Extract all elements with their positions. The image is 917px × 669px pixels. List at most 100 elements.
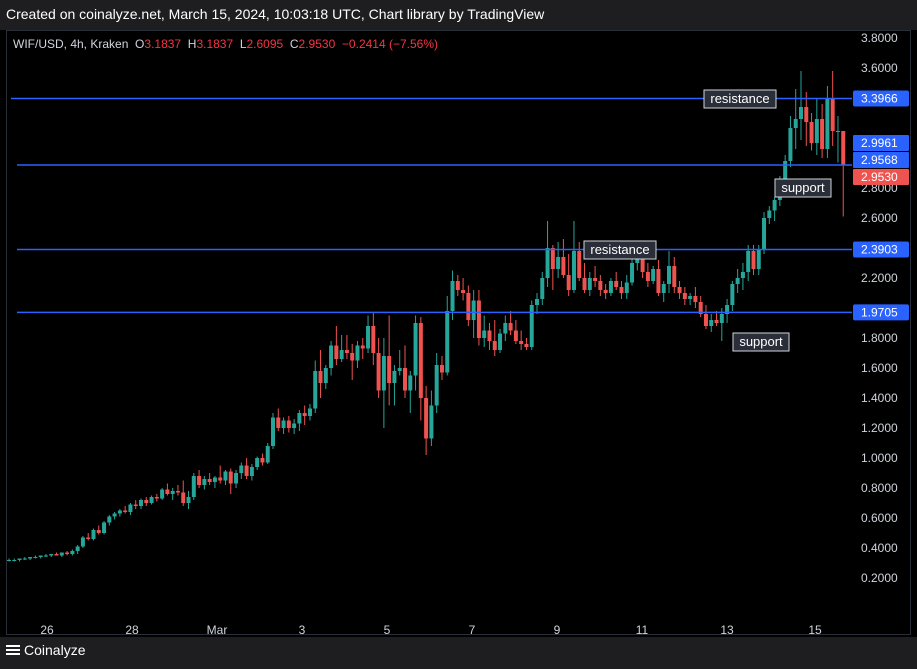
candle-body bbox=[651, 269, 656, 281]
candle-body bbox=[809, 122, 814, 143]
candle-body bbox=[154, 497, 159, 499]
candle-body bbox=[17, 558, 22, 560]
price-label-text: 2.9568 bbox=[861, 153, 898, 167]
candle-body bbox=[170, 491, 175, 494]
candle-body bbox=[677, 287, 682, 293]
candle-body bbox=[313, 371, 318, 409]
candle-body bbox=[450, 281, 455, 311]
candle-body bbox=[91, 530, 96, 539]
candle-body bbox=[566, 275, 571, 290]
candle-body bbox=[302, 413, 307, 416]
annotation-label: support bbox=[781, 180, 825, 195]
candle-body bbox=[640, 254, 645, 272]
candle-body bbox=[175, 491, 180, 493]
candle-body bbox=[667, 266, 671, 284]
candle-body bbox=[630, 263, 635, 283]
candle-body bbox=[830, 98, 835, 131]
legend-low-value: 2.6095 bbox=[246, 37, 284, 51]
candle-body bbox=[709, 320, 714, 326]
annotation-box bbox=[732, 332, 790, 352]
candle-body bbox=[355, 345, 360, 361]
x-tick-label: 5 bbox=[384, 623, 391, 634]
candle-body bbox=[756, 249, 761, 269]
price-label-text: 3.3966 bbox=[861, 92, 898, 106]
candle-body bbox=[693, 296, 698, 302]
candle-body bbox=[59, 552, 64, 556]
candle-body bbox=[545, 248, 550, 278]
candle-body bbox=[249, 467, 254, 476]
price-label-box bbox=[853, 304, 909, 321]
candle-body bbox=[292, 423, 297, 428]
candle-body bbox=[128, 504, 133, 512]
candle-body bbox=[403, 368, 407, 391]
candle-body bbox=[165, 489, 170, 494]
candles-layer bbox=[7, 71, 846, 562]
candle-body bbox=[439, 365, 444, 373]
candle-body bbox=[70, 551, 75, 554]
price-axis: 3.80003.60002.80002.60002.40002.20001.80… bbox=[861, 31, 898, 585]
candle-body bbox=[661, 284, 666, 293]
x-tick-label: 11 bbox=[636, 623, 649, 634]
candle-body bbox=[318, 371, 323, 383]
candle-body bbox=[529, 305, 534, 347]
candle-body bbox=[381, 356, 386, 391]
candle-body bbox=[682, 293, 687, 299]
candle-body bbox=[535, 299, 539, 305]
y-tick-label: 3.6000 bbox=[861, 61, 898, 75]
candle-body bbox=[714, 320, 719, 323]
candle-body bbox=[260, 458, 265, 463]
candle-body bbox=[49, 554, 54, 556]
legend-low-label: L bbox=[239, 37, 247, 51]
candle-body bbox=[688, 296, 693, 299]
candle-body bbox=[598, 281, 603, 290]
candle-body bbox=[202, 479, 207, 485]
candle-body bbox=[519, 341, 524, 344]
legend-open-label: O bbox=[135, 37, 145, 51]
candle-body bbox=[112, 513, 117, 517]
candle-body bbox=[186, 497, 191, 503]
legend-close-value: 2.9530 bbox=[298, 37, 336, 51]
candle-body bbox=[197, 476, 202, 485]
legend-open-value: 3.1837 bbox=[144, 37, 182, 51]
candle-body bbox=[65, 552, 70, 554]
candle-body bbox=[614, 281, 619, 287]
price-label-text: 1.9705 bbox=[861, 305, 898, 319]
candle-body bbox=[804, 107, 809, 122]
chart-attribution: Created on coinalyze.net, March 15, 2024… bbox=[0, 0, 917, 30]
x-tick-label: 3 bbox=[299, 623, 306, 634]
candle-body bbox=[413, 323, 418, 376]
candle-body bbox=[767, 210, 772, 218]
candle-body bbox=[772, 200, 777, 211]
candle-body bbox=[350, 353, 355, 361]
candle-body bbox=[339, 350, 344, 359]
x-tick-label: 26 bbox=[40, 623, 54, 634]
legend-symbol: WIF/USD, 4h, Kraken bbox=[13, 37, 129, 51]
candle-body bbox=[207, 479, 212, 482]
candle-body bbox=[265, 446, 270, 463]
candle-body bbox=[582, 278, 587, 290]
candle-body bbox=[698, 302, 703, 314]
candle-body bbox=[387, 356, 392, 383]
candle-body bbox=[577, 251, 582, 278]
candle-body bbox=[344, 350, 349, 353]
x-tick-label: 15 bbox=[808, 623, 822, 634]
candle-body bbox=[841, 131, 846, 166]
candle-body bbox=[160, 489, 165, 499]
candle-body bbox=[556, 257, 561, 269]
x-tick-label: 7 bbox=[469, 623, 476, 634]
candle-body bbox=[255, 458, 260, 467]
horizontal-lines-layer bbox=[11, 97, 852, 314]
y-tick-label: 1.4000 bbox=[861, 391, 898, 405]
candle-body bbox=[783, 161, 788, 179]
candle-body bbox=[323, 368, 328, 383]
candle-body bbox=[117, 510, 122, 514]
candlestick-chart[interactable]: resistance support resistance support 3.800… bbox=[7, 31, 911, 634]
candle-body bbox=[571, 251, 576, 290]
brand[interactable]: Coinalyze bbox=[6, 642, 85, 658]
legend-high-value: 3.1837 bbox=[196, 37, 234, 51]
price-label-text: 2.9530 bbox=[861, 170, 898, 184]
candle-body bbox=[12, 560, 17, 561]
candle-body bbox=[307, 408, 312, 416]
annotation-box bbox=[774, 178, 832, 198]
y-tick-label: 2.6000 bbox=[861, 211, 898, 225]
